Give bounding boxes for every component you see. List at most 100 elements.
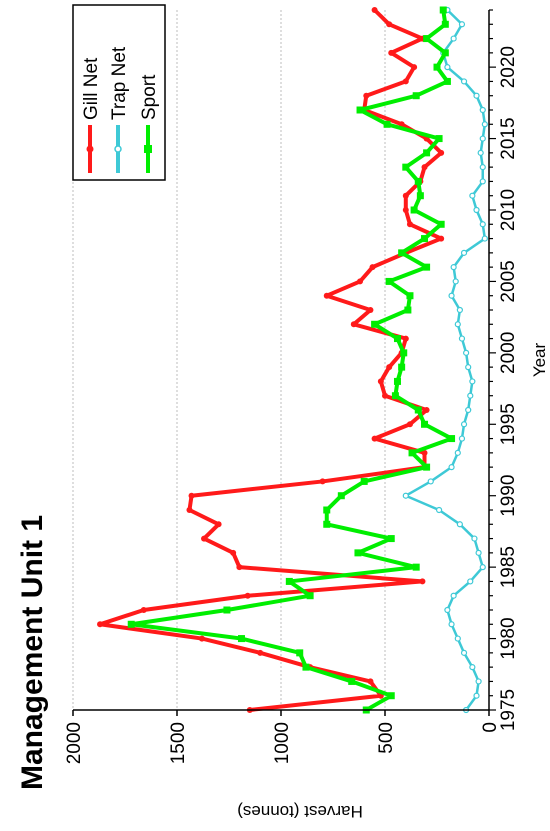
point-trap-net-2015 <box>479 135 486 142</box>
point-trap-net-2018 <box>473 92 480 99</box>
point-trap-net-2020 <box>444 64 451 71</box>
point-gill-net-2002 <box>350 321 357 328</box>
point-trap-net-2019 <box>460 78 468 85</box>
legend-marker-trap-net <box>114 145 122 153</box>
point-sport-1984 <box>285 577 293 585</box>
point-gill-net-1979 <box>257 649 264 656</box>
point-sport-2003 <box>404 306 412 314</box>
point-gill-net-2018 <box>363 92 370 99</box>
point-sport-1998 <box>393 377 401 385</box>
point-trap-net-2004 <box>448 292 455 299</box>
point-trap-net-1981 <box>448 621 455 628</box>
point-trap-net-1976 <box>473 692 480 699</box>
point-trap-net-2006 <box>450 264 457 271</box>
point-gill-net-1983 <box>244 592 251 599</box>
legend-item-trap-net: Trap Net <box>109 46 130 173</box>
point-gill-net-2005 <box>357 278 364 285</box>
point-gill-net-2010 <box>402 207 409 213</box>
point-gill-net-1995 <box>406 421 413 428</box>
point-sport-2000 <box>400 349 408 357</box>
point-trap-net-1995 <box>460 421 468 428</box>
x-tick-label-1990: 1990 <box>498 475 519 517</box>
point-sport-2009 <box>437 220 445 228</box>
point-gill-net-1993 <box>421 449 428 456</box>
point-gill-net-2006 <box>369 264 376 271</box>
series-line-gill-net <box>98 8 444 712</box>
point-gill-net-2013 <box>421 164 428 171</box>
point-trap-net-2011 <box>469 192 476 199</box>
point-gill-net-1980 <box>198 635 205 642</box>
point-sport-1992 <box>423 463 431 471</box>
point-sport-1999 <box>398 363 406 371</box>
point-gill-net-1999 <box>386 364 393 371</box>
point-sport-2017 <box>356 106 364 114</box>
point-gill-net-1994 <box>371 435 378 442</box>
point-gill-net-2021 <box>388 49 395 56</box>
y-tick-label-1500: 1500 <box>168 722 189 764</box>
point-sport-2010 <box>410 206 418 214</box>
point-sport-1994 <box>448 435 456 443</box>
point-gill-net-1989 <box>186 507 193 513</box>
point-trap-net-1987 <box>471 535 478 542</box>
point-sport-1987 <box>387 535 395 543</box>
point-sport-2012 <box>414 177 422 185</box>
series-line-trap-net <box>404 9 487 711</box>
point-gill-net-1988 <box>215 521 222 528</box>
point-sport-1988 <box>323 520 331 528</box>
point-trap-net-2010 <box>473 206 480 214</box>
point-gill-net-1996 <box>423 407 430 413</box>
point-sport-2020 <box>433 63 441 71</box>
y-tick-label-500: 500 <box>376 722 397 754</box>
point-trap-net-1992 <box>448 464 455 471</box>
y-tick-label-0: 0 <box>480 722 501 733</box>
point-sport-1978 <box>302 663 310 671</box>
point-trap-net-1988 <box>456 521 463 528</box>
point-gill-net-1985 <box>236 564 243 571</box>
point-sport-1995 <box>421 420 429 428</box>
legend-item-gill-net: Gill Net <box>81 57 102 173</box>
point-sport-2022 <box>423 35 431 43</box>
point-gill-net-1977 <box>367 678 374 685</box>
point-trap-net-1979 <box>460 649 468 656</box>
point-trap-net-2007 <box>460 249 468 256</box>
point-sport-1989 <box>323 506 331 514</box>
point-sport-1991 <box>360 477 368 485</box>
legend-label-sport: Sport <box>139 74 160 120</box>
point-gill-net-1984 <box>419 578 426 585</box>
point-gill-net-1997 <box>382 392 388 399</box>
point-sport-1996 <box>414 406 422 414</box>
point-trap-net-1989 <box>435 506 443 514</box>
point-sport-2008 <box>421 235 429 243</box>
point-gill-net-2014 <box>438 149 445 156</box>
point-trap-net-2016 <box>481 121 488 128</box>
point-trap-net-2001 <box>458 335 466 342</box>
x-tick-label-1975: 1975 <box>498 689 519 731</box>
point-trap-net-1978 <box>469 664 476 671</box>
point-sport-2006 <box>423 263 431 271</box>
x-tick-label-2005: 2005 <box>498 260 519 302</box>
point-sport-2015 <box>435 135 443 143</box>
point-sport-2014 <box>423 149 431 157</box>
x-tick-label-1995: 1995 <box>498 403 519 445</box>
point-trap-net-2017 <box>479 106 486 114</box>
point-gill-net-1991 <box>319 478 326 485</box>
point-trap-net-1993 <box>454 449 461 456</box>
point-sport-2018 <box>412 92 420 100</box>
point-gill-net-2016 <box>398 121 405 128</box>
point-sport-2016 <box>383 120 391 128</box>
point-gill-net-2009 <box>406 221 413 228</box>
point-trap-net-1982 <box>444 606 451 614</box>
point-gill-net-1998 <box>377 378 384 385</box>
point-gill-net-1990 <box>188 492 195 499</box>
point-gill-net-2008 <box>438 235 445 242</box>
point-sport-1983 <box>306 592 314 600</box>
point-sport-2024 <box>439 6 447 14</box>
x-tick-label-2020: 2020 <box>498 46 519 88</box>
point-sport-2001 <box>393 335 401 343</box>
x-ticks: 1975 1980 1985 1990 1995 2000 2005 2010 2015 2020 <box>489 9 519 731</box>
point-trap-net-1994 <box>458 435 466 442</box>
point-sport-1993 <box>408 449 416 457</box>
legend: Gill Net Trap Net Sport <box>72 4 166 181</box>
y-ticks: 0 500 1000 1500 2000 <box>64 710 501 764</box>
